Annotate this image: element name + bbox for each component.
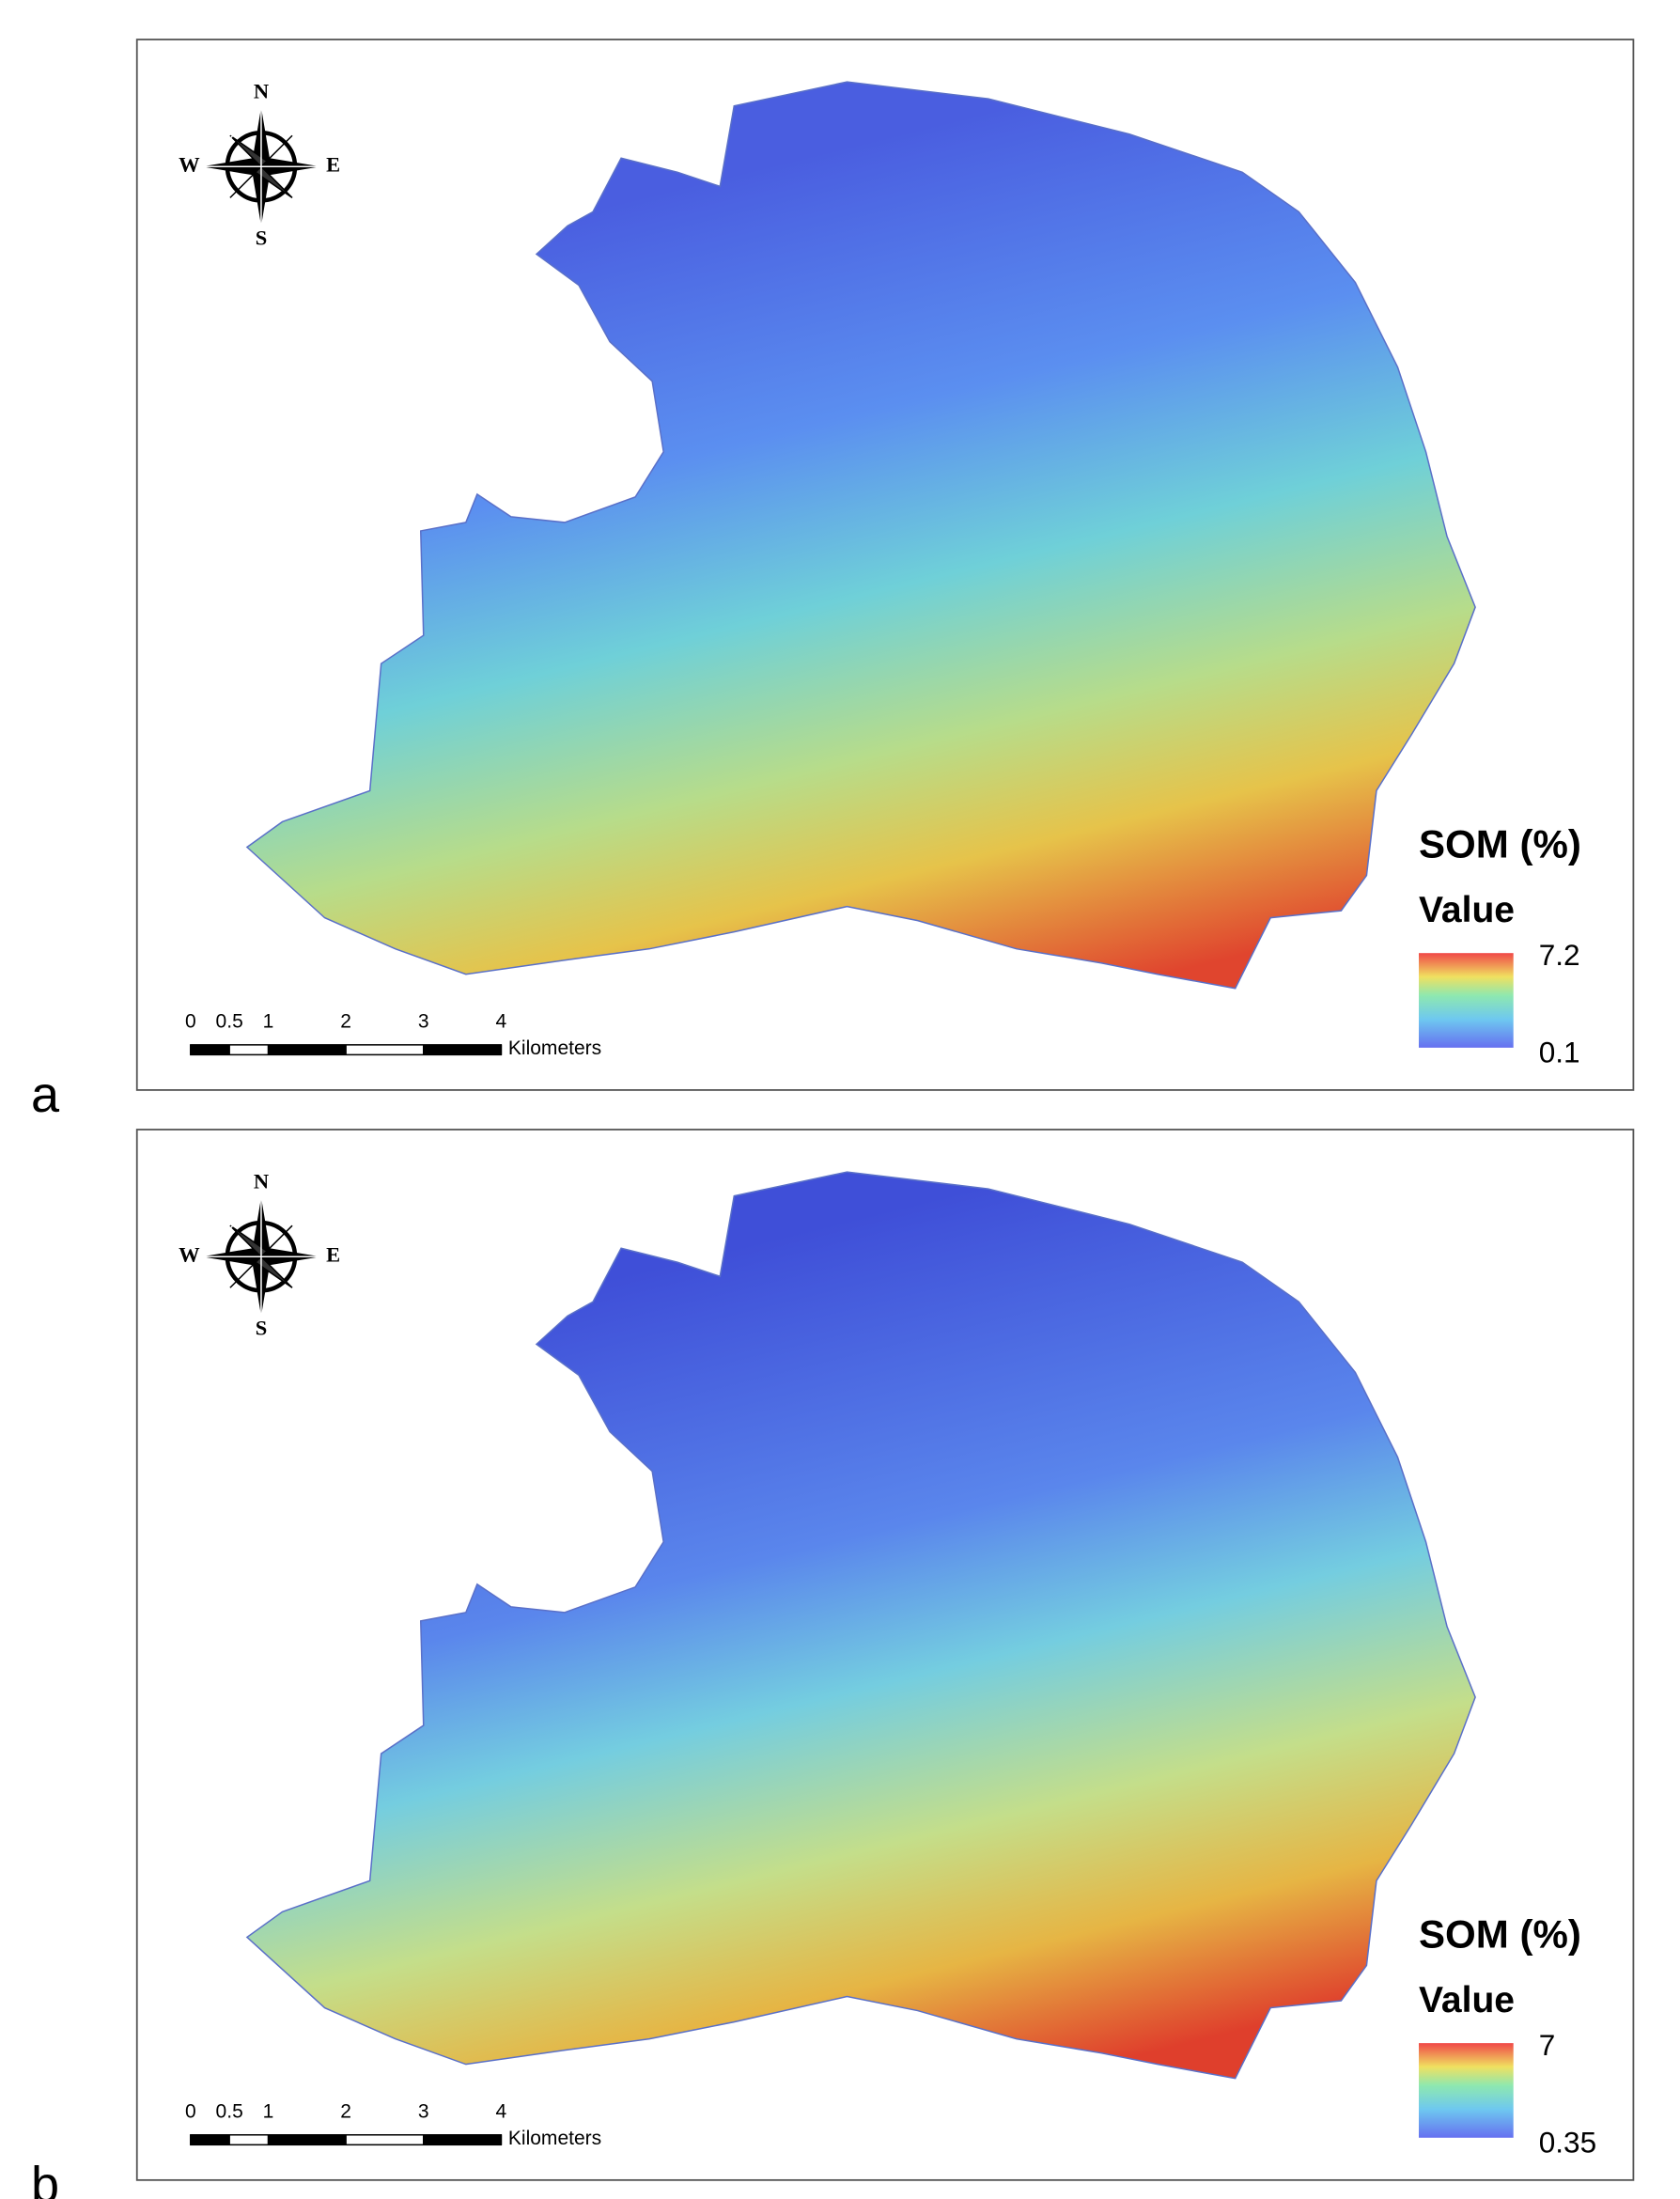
north-arrow <box>200 1195 321 1317</box>
scale-bar-segment <box>268 2134 347 2145</box>
legend-subtitle: Value <box>1419 1980 1515 2020</box>
study-area <box>245 1171 1476 2080</box>
compass-n: N <box>254 79 269 102</box>
scale-bar-segment <box>190 1044 230 1055</box>
compass-star-light <box>200 1195 321 1317</box>
compass-s: S <box>256 1317 268 1340</box>
compass-e: E <box>326 1242 340 1266</box>
compass-s: S <box>256 226 268 250</box>
scale-tick-label: 3 <box>418 2100 429 2122</box>
legend-title: SOM (%) <box>1419 822 1581 866</box>
legend-min: 0.1 <box>1539 1036 1580 1069</box>
north-arrow <box>200 105 321 226</box>
scale-tick-label: 2 <box>340 1010 351 1032</box>
legend-colorbar <box>1419 953 1514 1048</box>
scale-tick-label: 0.5 <box>216 1010 243 1032</box>
scale-tick-label: 3 <box>418 1010 429 1032</box>
legend-colorbar <box>1419 2043 1514 2138</box>
panel-label: b <box>31 2157 59 2199</box>
scale-tick-label: 4 <box>496 1010 507 1032</box>
compass-w: W <box>179 1242 200 1266</box>
scale-unit: Kilometers <box>508 2128 601 2149</box>
scale-tick-label: 1 <box>263 1010 274 1032</box>
scale-tick-label: 0 <box>185 2100 196 2122</box>
legend-max: 7.2 <box>1539 938 1580 972</box>
scale-tick-label: 4 <box>496 2100 507 2122</box>
compass-w: W <box>179 152 200 176</box>
scale-bar-segment <box>268 1044 347 1055</box>
scale-bar-segment <box>423 2134 502 2145</box>
legend-title: SOM (%) <box>1419 1912 1581 1957</box>
legend-subtitle: Value <box>1419 890 1515 930</box>
scale-tick-label: 0.5 <box>216 2100 243 2122</box>
study-area <box>245 81 1476 990</box>
panel-label: a <box>31 1067 60 1123</box>
scale-unit: Kilometers <box>508 1037 601 1059</box>
compass-star-light <box>200 105 321 226</box>
scale-bar-segment <box>190 2134 230 2145</box>
legend-max: 7 <box>1539 2028 1556 2062</box>
scale-tick-label: 2 <box>340 2100 351 2122</box>
compass-n: N <box>254 1169 269 1193</box>
scale-tick-label: 1 <box>263 2100 274 2122</box>
scale-bar-segment <box>423 1044 502 1055</box>
compass-e: E <box>326 152 340 176</box>
scale-tick-label: 0 <box>185 1010 196 1032</box>
legend-min: 0.35 <box>1539 2126 1596 2160</box>
